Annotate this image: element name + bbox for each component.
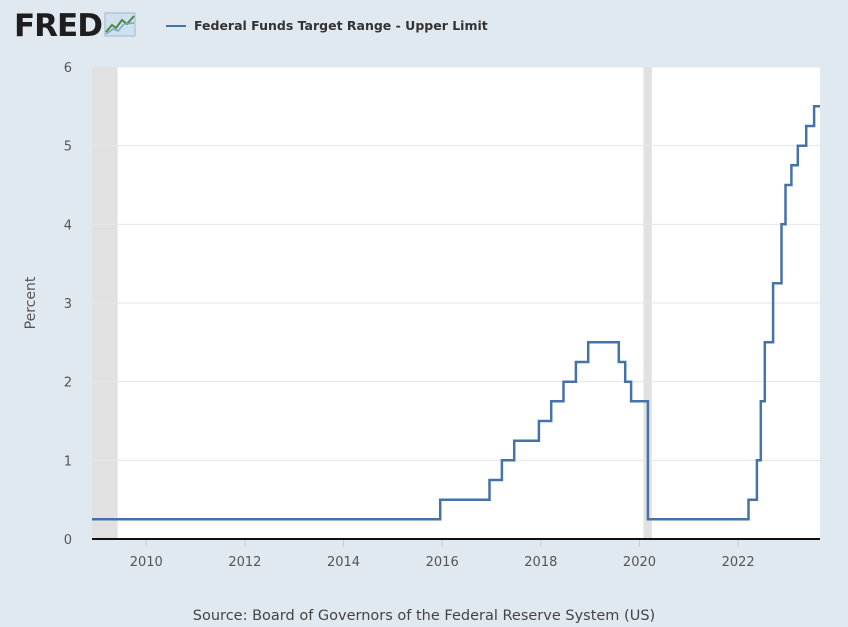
x-tick-label: 2020 [623,555,656,570]
x-axis-ticks: 2010 2012 2014 2016 2018 2020 2022 [130,539,755,570]
y-tick-label: 6 [64,61,72,76]
y-axis-title: Percent [23,276,39,329]
series-line [92,105,820,521]
chart: 0 1 2 3 4 5 6 2010 2012 2014 2016 2018 2020 2022 Per… [23,61,820,570]
source-note: Source: Board of Governors of the Federa… [192,608,656,624]
gridlines [92,66,820,461]
x-tick-label: 2018 [524,555,557,570]
y-tick-label: 5 [64,140,72,155]
y-tick-label: 1 [64,454,72,469]
y-tick-label: 2 [64,376,72,391]
y-tick-label: 3 [64,297,72,312]
x-tick-label: 2016 [426,555,459,570]
x-tick-label: 2012 [228,555,261,570]
fred-logo: FRED [14,9,136,43]
legend-label: Federal Funds Target Range - Upper Limit [194,18,488,33]
x-tick-label: 2022 [722,555,755,570]
x-tick-label: 2014 [327,555,360,570]
y-tick-label: 0 [64,533,72,548]
x-tick-label: 2010 [130,555,163,570]
y-axis-ticks: 0 1 2 3 4 5 6 [64,61,72,548]
fred-logo-text: FRED [14,8,103,44]
chart-legend: Federal Funds Target Range - Upper Limit [166,18,488,33]
y-tick-label: 4 [64,218,72,233]
legend-swatch [166,24,186,27]
fred-chart-icon [104,11,136,41]
